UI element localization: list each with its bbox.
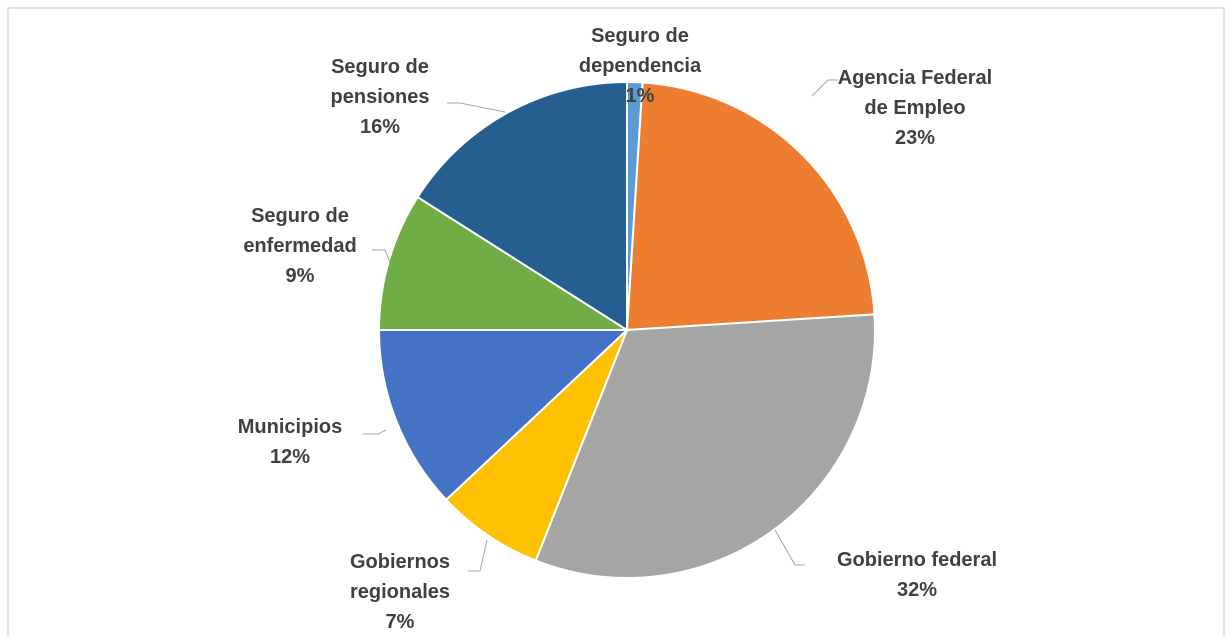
data-label: Seguro de dependencia 1% (560, 21, 720, 111)
category-label: Agencia Federal de Empleo (837, 67, 993, 119)
leader-line (468, 539, 488, 572)
data-label: Agencia Federal de Empleo 23% (825, 63, 1005, 153)
category-label: Seguro de pensiones (330, 56, 430, 108)
data-label: Municipios 12% (210, 412, 370, 472)
category-label: Gobiernos regionales (349, 551, 451, 603)
leader-line (774, 529, 805, 566)
pie-slice (377, 329, 630, 502)
category-label: Municipios (237, 416, 343, 438)
value-label: 9% (285, 265, 315, 287)
data-label: Gobiernos regionales 7% (335, 547, 465, 637)
pie-slice (377, 195, 631, 331)
leader-line (363, 429, 387, 435)
data-label: Seguro de pensiones 16% (310, 52, 450, 142)
value-label: 1% (625, 85, 655, 107)
pie-slice (625, 81, 876, 332)
value-label: 7% (385, 611, 415, 633)
value-label: 12% (269, 446, 311, 468)
chart-frame (7, 7, 1225, 637)
pie-slice (534, 313, 876, 579)
data-label: Seguro de enfermedad 9% (230, 201, 370, 291)
leader-line (447, 102, 506, 113)
value-label: 16% (359, 116, 401, 138)
category-label: Gobierno federal (836, 549, 998, 571)
leader-line (372, 249, 391, 263)
value-label: 32% (896, 579, 938, 601)
value-label: 23% (894, 127, 936, 149)
pie-slice (416, 80, 628, 332)
leader-lines (363, 79, 838, 572)
category-label: Seguro de dependencia (578, 25, 702, 77)
data-label: Gobierno federal 32% (817, 545, 1017, 605)
pie-slice (444, 329, 628, 562)
slices (377, 80, 876, 579)
category-label: Seguro de enfermedad (243, 205, 357, 257)
leader-line (811, 79, 838, 97)
